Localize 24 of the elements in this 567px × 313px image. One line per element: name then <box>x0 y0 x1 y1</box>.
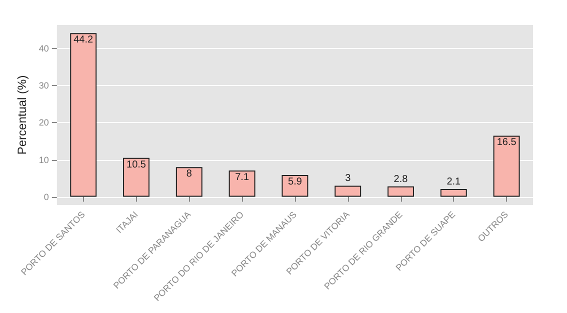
y-tick-label: 10 <box>38 154 49 165</box>
bar <box>440 189 467 197</box>
data-label: 3 <box>345 173 352 184</box>
bar <box>334 186 362 197</box>
data-label: 8 <box>186 168 192 180</box>
data-label: 16.5 <box>496 137 517 148</box>
bar <box>228 170 256 197</box>
y-tick-label: 0 <box>44 192 49 202</box>
bar <box>388 186 414 197</box>
y-axis-title: Percentual (%) <box>15 75 29 155</box>
data-label: 44.2 <box>74 34 94 46</box>
data-label: 2.8 <box>394 174 408 185</box>
y-tick-label: 40 <box>38 44 49 54</box>
bar <box>123 158 150 197</box>
data-label: 2.1 <box>446 176 462 188</box>
bar <box>176 167 202 197</box>
data-label: 5.9 <box>288 176 302 188</box>
bar <box>493 136 520 197</box>
bar <box>282 174 308 197</box>
data-label: 10.5 <box>126 159 146 170</box>
y-tick-label: 20 <box>38 118 49 128</box>
bar <box>70 33 97 197</box>
data-label: 7.1 <box>235 172 250 184</box>
y-tick-label: 30 <box>38 80 49 91</box>
